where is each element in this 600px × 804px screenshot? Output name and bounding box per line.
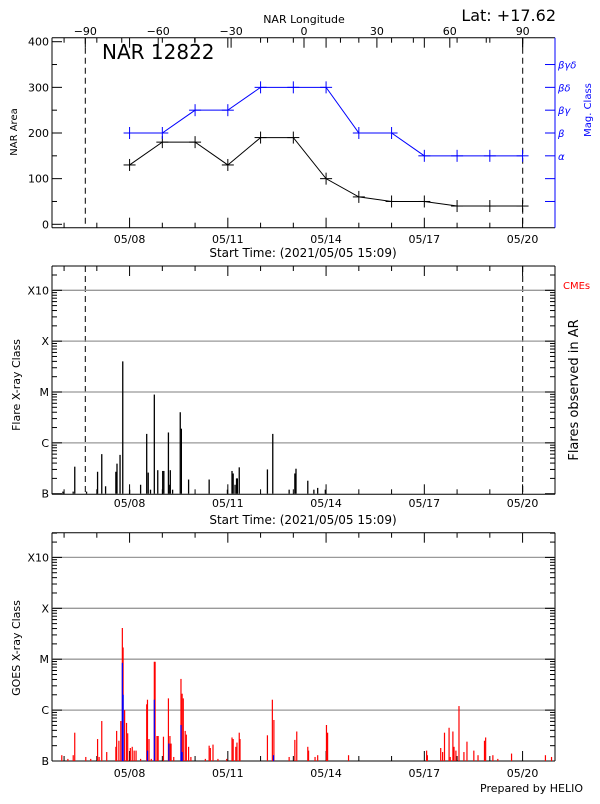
mag-class-tick-label: βγ xyxy=(557,106,571,117)
region-title: NAR 12822 xyxy=(102,40,215,64)
area-panel-x-tick-label: 05/17 xyxy=(408,233,440,246)
mag-class-tick-label: β xyxy=(557,129,565,140)
goes-panel-x-tick-label: 05/17 xyxy=(408,767,440,780)
goes-panel-y-tick-label: C xyxy=(41,704,49,717)
longitude-tick-label: 60 xyxy=(443,25,457,38)
longitude-tick-label: −60 xyxy=(147,25,170,38)
longitude-tick-label: 30 xyxy=(370,25,384,38)
longitude-tick-label: 0 xyxy=(301,25,308,38)
mag-class-tick-label: α xyxy=(558,152,565,163)
flare-panel-x-tick-label: 05/08 xyxy=(114,497,146,510)
longitude-axis-title: NAR Longitude xyxy=(263,13,345,26)
area-panel-x-tick-label: 05/11 xyxy=(212,233,244,246)
mag-class-line xyxy=(129,86,523,157)
goes-axis-title: GOES X-ray Class xyxy=(10,600,23,696)
area-y-tick-label: 100 xyxy=(28,173,49,186)
flare-panel-y-tick-label: B xyxy=(41,488,49,501)
flare-panel-y-tick-label: X xyxy=(41,335,49,348)
area-panel-x-tick-label: 05/14 xyxy=(310,233,342,246)
area-y-tick-label: 200 xyxy=(28,127,49,140)
flare-panel-x-tick-label: 05/11 xyxy=(212,497,244,510)
area-y-tick-label: 400 xyxy=(28,36,49,49)
goes-panel-x-tick-label: 05/20 xyxy=(507,767,539,780)
flare-panel-x-tick-label: 05/20 xyxy=(507,497,539,510)
area-panel-x-tick-label: 05/20 xyxy=(507,233,539,246)
middle-start-time-label: Start Time: (2021/05/05 15:09) xyxy=(209,513,396,527)
area-axis-title: NAR Area xyxy=(9,108,20,155)
area-y-tick-label: 300 xyxy=(28,81,49,94)
nar-area-line xyxy=(129,137,523,207)
longitude-tick-label: −90 xyxy=(74,25,97,38)
mag-class-tick-label: βγδ xyxy=(557,61,576,72)
flare-axis-title: Flare X-ray Class xyxy=(10,339,23,431)
flare-panel-x-tick-label: 05/14 xyxy=(310,497,342,510)
top-start-time-label: Start Time: (2021/05/05 15:09) xyxy=(209,246,396,260)
flare-panel-y-tick-label: C xyxy=(41,437,49,450)
goes-panel-y-tick-label: B xyxy=(41,755,49,768)
prepared-by-footer: Prepared by HELIO xyxy=(480,782,583,795)
longitude-tick-label: −30 xyxy=(219,25,242,38)
flare-panel-y-tick-label: X10 xyxy=(27,284,49,297)
goes-panel-x-tick-label: 05/11 xyxy=(212,767,244,780)
latitude-label: Lat: +17.62 xyxy=(461,6,556,25)
mag-class-tick-label: βδ xyxy=(557,83,571,94)
flare-panel-x-tick-label: 05/17 xyxy=(408,497,440,510)
goes-panel-y-tick-label: M xyxy=(40,653,50,666)
flare-panel-y-tick-label: M xyxy=(40,386,50,399)
goes-panel-x-tick-label: 05/14 xyxy=(310,767,342,780)
longitude-tick-label: 90 xyxy=(516,25,530,38)
area-y-tick-label: 0 xyxy=(42,218,49,231)
goes-panel-y-tick-label: X xyxy=(41,602,49,615)
goes-panel-y-tick-label: X10 xyxy=(27,551,49,564)
area-panel-x-tick-label: 05/08 xyxy=(114,233,146,246)
goes-panel-x-tick-label: 05/08 xyxy=(114,767,146,780)
flares-observed-axis-title: Flares observed in AR xyxy=(567,319,582,460)
mag-class-axis-title: Mag. Class xyxy=(583,83,594,137)
cmes-legend: CMEs xyxy=(563,281,590,292)
